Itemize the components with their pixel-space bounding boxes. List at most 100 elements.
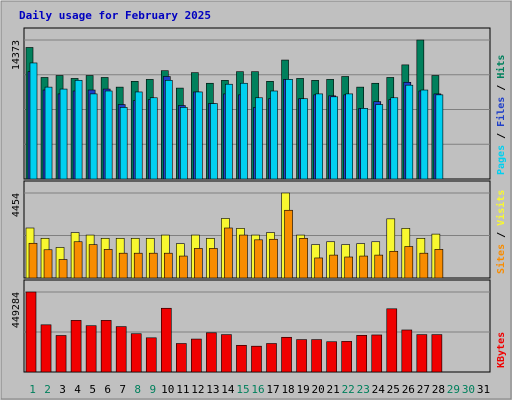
bar-pages-day-18 xyxy=(285,79,293,180)
bar-pages-day-8 xyxy=(134,91,143,180)
bar-kbytes-day-11 xyxy=(176,343,187,373)
bar-pages-day-23 xyxy=(360,108,369,180)
bar-kbytes-day-7 xyxy=(115,326,127,373)
x-tick-label: 6 xyxy=(104,383,111,396)
x-tick-label: 26 xyxy=(402,383,415,396)
bar-pages-day-24 xyxy=(375,104,384,180)
bar-kbytes-day-12 xyxy=(191,338,202,373)
bar-sites-day-8 xyxy=(133,252,143,279)
x-tick-label: 9 xyxy=(149,383,156,396)
bar-pages-day-10 xyxy=(164,80,173,180)
bar-pages-day-14 xyxy=(225,83,233,180)
bar-pages-day-2 xyxy=(44,86,53,180)
bar-kbytes-day-27 xyxy=(416,334,428,373)
bar-pages-day-16 xyxy=(255,97,263,180)
bar-pages-day-26 xyxy=(405,84,414,180)
panel-kbytes: 449284 KBytes xyxy=(11,279,507,373)
bar-sites-day-2 xyxy=(43,249,53,279)
x-tick-label: 29 xyxy=(447,383,460,396)
panel-pages-files-hits: 14373 Pages / Files / Hits xyxy=(11,27,507,180)
bar-sites-day-20 xyxy=(314,257,323,279)
x-tick-label: 10 xyxy=(161,383,174,396)
x-tick-label: 28 xyxy=(432,383,445,396)
x-tick-label: 14 xyxy=(221,383,235,396)
bar-kbytes-day-15 xyxy=(236,344,247,373)
bar-pages-day-11 xyxy=(180,107,188,180)
bar-kbytes-day-13 xyxy=(206,332,217,373)
chart-panels: 14373 Pages / Files / Hits 4454 Sites / Vis… xyxy=(11,27,507,373)
x-tick-label: 25 xyxy=(387,383,400,396)
bar-pages-day-15 xyxy=(240,82,248,180)
bar-sites-day-28 xyxy=(434,249,444,279)
bar-sites-day-25 xyxy=(389,250,399,279)
bar-sites-day-15 xyxy=(239,234,248,279)
bar-pages-day-19 xyxy=(300,98,308,180)
bar-kbytes-day-24 xyxy=(371,334,383,373)
axis-word-files: Files xyxy=(495,97,507,127)
bar-kbytes-day-22 xyxy=(341,341,352,373)
bar-kbytes-day-17 xyxy=(266,343,277,373)
bar-pages-day-27 xyxy=(420,89,429,180)
bar-kbytes-day-23 xyxy=(356,335,368,373)
panel-visits-sites: 4454 Sites / Visits xyxy=(11,180,507,279)
bar-sites-day-12 xyxy=(194,248,203,279)
bar-pages-day-5 xyxy=(89,93,98,180)
bar-sites-day-4 xyxy=(73,241,83,279)
bar-kbytes-day-21 xyxy=(326,341,337,373)
x-tick-label: 17 xyxy=(266,383,279,396)
bar-sites-day-1 xyxy=(28,242,38,279)
x-tick-label: 12 xyxy=(191,383,204,396)
y-max-label: 449284 xyxy=(11,292,22,328)
x-tick-label: 3 xyxy=(59,383,66,396)
bar-sites-day-18 xyxy=(284,209,293,279)
axis-word-sites: Sites xyxy=(495,244,507,274)
bar-pages-day-12 xyxy=(195,91,203,180)
x-tick-label: 8 xyxy=(134,383,141,396)
y-max-label: 14373 xyxy=(11,40,22,70)
bar-sites-day-3 xyxy=(58,259,68,279)
bar-sites-day-13 xyxy=(209,248,218,279)
right-axis-label: KBytes xyxy=(496,332,507,368)
bar-sites-day-7 xyxy=(118,252,128,279)
x-tick-label: 31 xyxy=(477,383,490,396)
bar-sites-day-24 xyxy=(374,254,384,279)
bar-sites-day-26 xyxy=(404,246,414,279)
bar-kbytes-day-25 xyxy=(386,308,398,373)
axis-word-visits: Visits xyxy=(495,190,507,226)
axis-word-hits: Hits xyxy=(495,55,507,79)
bar-pages-day-21 xyxy=(330,96,338,180)
axis-word-pages: Pages xyxy=(496,145,507,175)
bar-pages-day-3 xyxy=(59,88,68,180)
bar-kbytes-day-4 xyxy=(70,320,82,373)
x-tick-label: 4 xyxy=(74,383,81,396)
bar-pages-day-6 xyxy=(104,90,113,180)
x-tick-label: 24 xyxy=(372,383,386,396)
bar-pages-day-7 xyxy=(119,107,128,180)
bar-sites-day-22 xyxy=(344,256,353,279)
x-tick-label: 21 xyxy=(327,383,340,396)
bar-pages-day-20 xyxy=(315,93,323,180)
bar-kbytes-day-10 xyxy=(160,307,172,373)
bar-kbytes-day-5 xyxy=(85,325,97,373)
axis-word-separator: / xyxy=(496,79,507,97)
bar-kbytes-day-20 xyxy=(311,339,322,373)
bar-sites-day-21 xyxy=(329,254,338,279)
bar-pages-day-22 xyxy=(345,93,353,180)
x-tick-label: 27 xyxy=(417,383,430,396)
x-axis: 1 2 3 4 5 6 7 8 9 10 11 12 13 14 15 16 17 18 19 20 21 22 23 24 2… xyxy=(29,383,490,396)
bar-pages-day-1 xyxy=(29,62,38,180)
x-tick-label: 19 xyxy=(296,383,309,396)
bar-kbytes-day-16 xyxy=(251,345,262,373)
bar-kbytes-day-9 xyxy=(145,337,157,373)
bar-sites-day-5 xyxy=(88,244,98,279)
axis-word-separator: / xyxy=(496,127,507,145)
bar-kbytes-day-3 xyxy=(55,335,67,373)
bar-sites-day-16 xyxy=(254,239,263,279)
bar-kbytes-day-8 xyxy=(130,333,142,373)
bar-kbytes-day-18 xyxy=(281,336,292,373)
bar-sites-day-23 xyxy=(359,255,369,279)
right-axis-label: Pages / Files / Hits xyxy=(495,55,507,175)
axis-word-separator: / xyxy=(496,226,507,244)
